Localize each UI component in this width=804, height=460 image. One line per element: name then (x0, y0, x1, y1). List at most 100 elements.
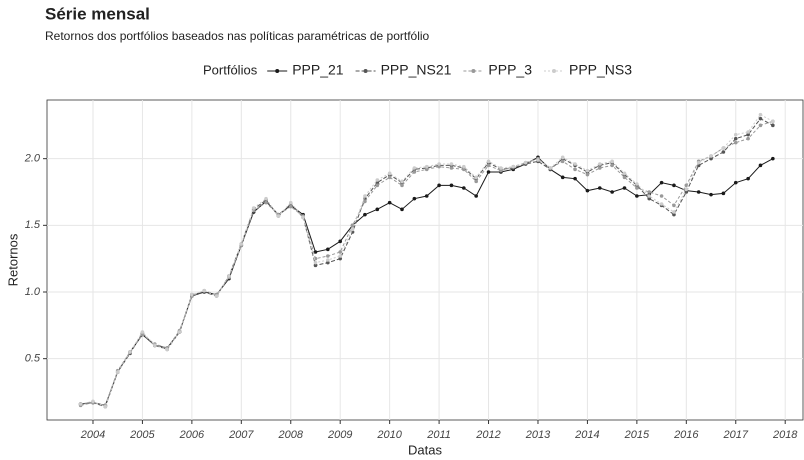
legend-marker (552, 69, 556, 73)
point (635, 194, 639, 198)
point (597, 162, 602, 166)
point (387, 171, 392, 176)
x-tick-label: 2016 (673, 429, 699, 441)
point (375, 207, 380, 212)
x-tick-label: 2004 (80, 429, 105, 441)
point (326, 258, 330, 262)
legend-marker (363, 69, 368, 73)
x-tick-label: 2015 (624, 429, 650, 441)
point (264, 200, 268, 205)
series-line (80, 120, 773, 406)
point (709, 156, 713, 161)
point (486, 170, 491, 174)
point (560, 155, 565, 160)
y-tick-label: 1.5 (25, 219, 41, 231)
y-axis-label: Retornos (5, 233, 20, 286)
legend-label: PPP_NS21 (381, 62, 452, 78)
point (326, 254, 330, 258)
point (721, 150, 726, 154)
point (758, 116, 763, 121)
point (733, 132, 738, 137)
point (771, 123, 775, 128)
point (288, 204, 293, 209)
x-tick-label: 2010 (376, 429, 402, 441)
point (523, 160, 528, 165)
point (733, 180, 738, 185)
point (350, 230, 355, 234)
legend-label: PPP_3 (488, 62, 532, 78)
point (474, 179, 478, 184)
point (474, 175, 478, 180)
point (449, 162, 454, 166)
point (400, 207, 404, 212)
point (659, 194, 664, 198)
point (746, 136, 750, 141)
point (152, 343, 157, 348)
point (635, 182, 639, 186)
point (375, 178, 380, 182)
point (499, 166, 503, 170)
point (375, 180, 380, 185)
x-tick-label: 2012 (475, 429, 500, 441)
point (659, 180, 664, 185)
point (758, 163, 763, 168)
point (400, 179, 404, 184)
x-tick-label: 2006 (179, 429, 205, 441)
point (597, 166, 602, 170)
point (239, 242, 244, 246)
point (326, 260, 330, 265)
point (251, 206, 256, 210)
point (387, 200, 392, 205)
point (746, 130, 750, 134)
point (622, 175, 627, 180)
point (313, 263, 318, 268)
point (610, 163, 614, 168)
point (672, 183, 676, 188)
x-tick-label: 2013 (525, 429, 551, 441)
point (214, 294, 219, 298)
point (78, 402, 83, 406)
x-tick-label: 2017 (723, 429, 749, 441)
point (672, 210, 676, 214)
point (313, 250, 318, 254)
point (610, 190, 614, 194)
y-tick-label: 0.5 (25, 353, 41, 365)
point (227, 274, 231, 278)
point (597, 186, 602, 190)
point (313, 260, 318, 265)
x-tick-label: 2007 (228, 429, 254, 441)
point (771, 156, 775, 161)
point (338, 254, 343, 258)
point (288, 200, 293, 205)
point (412, 196, 417, 201)
point (375, 183, 380, 188)
point (684, 190, 689, 194)
point (622, 171, 627, 176)
point (573, 162, 577, 166)
point (140, 330, 145, 334)
point (449, 183, 454, 188)
y-tick-label: 2.0 (24, 153, 41, 165)
point (91, 399, 95, 404)
series-line (80, 118, 774, 408)
point (647, 194, 652, 198)
point (758, 112, 763, 117)
point (721, 191, 726, 196)
point (363, 194, 367, 198)
point (758, 123, 763, 128)
point (301, 215, 305, 220)
point (511, 164, 516, 169)
point (412, 166, 417, 170)
y-tick-label: 1.0 (25, 286, 41, 298)
point (771, 119, 775, 124)
point (647, 190, 652, 194)
x-tick-label: 2011 (426, 429, 451, 441)
point (400, 183, 404, 188)
point (733, 140, 738, 145)
point (610, 159, 614, 164)
point (115, 370, 120, 374)
point (103, 404, 108, 409)
x-tick-label: 2005 (129, 429, 155, 441)
plot-frame (46, 99, 804, 421)
point (696, 190, 701, 194)
